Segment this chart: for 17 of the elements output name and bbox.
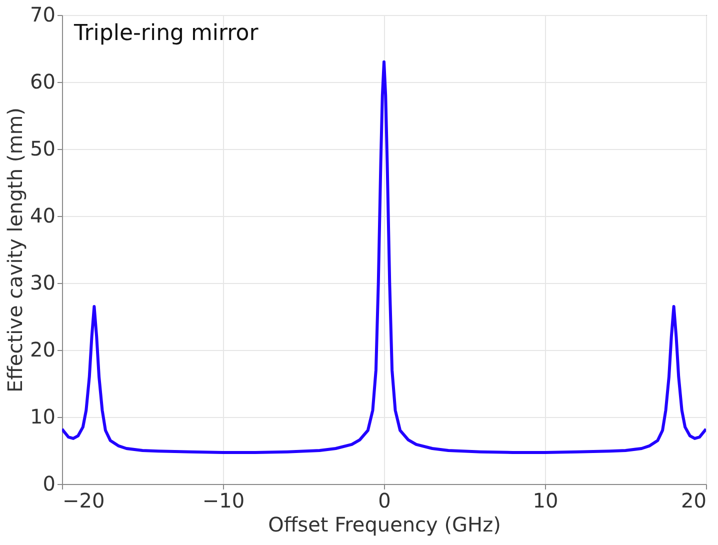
- y-axis-title: Effective cavity length (mm): [3, 108, 28, 392]
- x-tick-label: 20: [681, 488, 706, 512]
- x-axis-title: Offset Frequency (GHz): [268, 512, 501, 536]
- y-tick-label: 10: [30, 404, 56, 428]
- x-tick-label: −10: [202, 488, 245, 512]
- annotation: Triple-ring mirror: [73, 21, 260, 46]
- y-tick-label: 40: [30, 204, 56, 228]
- y-tick-label: 30: [30, 270, 56, 294]
- x-tick-label: 10: [532, 488, 558, 512]
- y-tick-label: 50: [30, 136, 56, 160]
- x-tick-label: 0: [378, 488, 391, 512]
- y-tick-label: 70: [30, 2, 56, 26]
- y-tick-label: 0: [42, 472, 56, 496]
- x-tick-label: −20: [62, 488, 105, 512]
- line-series: [62, 60, 706, 454]
- y-tick-label: 60: [30, 70, 56, 94]
- y-tick-label: 20: [30, 338, 56, 362]
